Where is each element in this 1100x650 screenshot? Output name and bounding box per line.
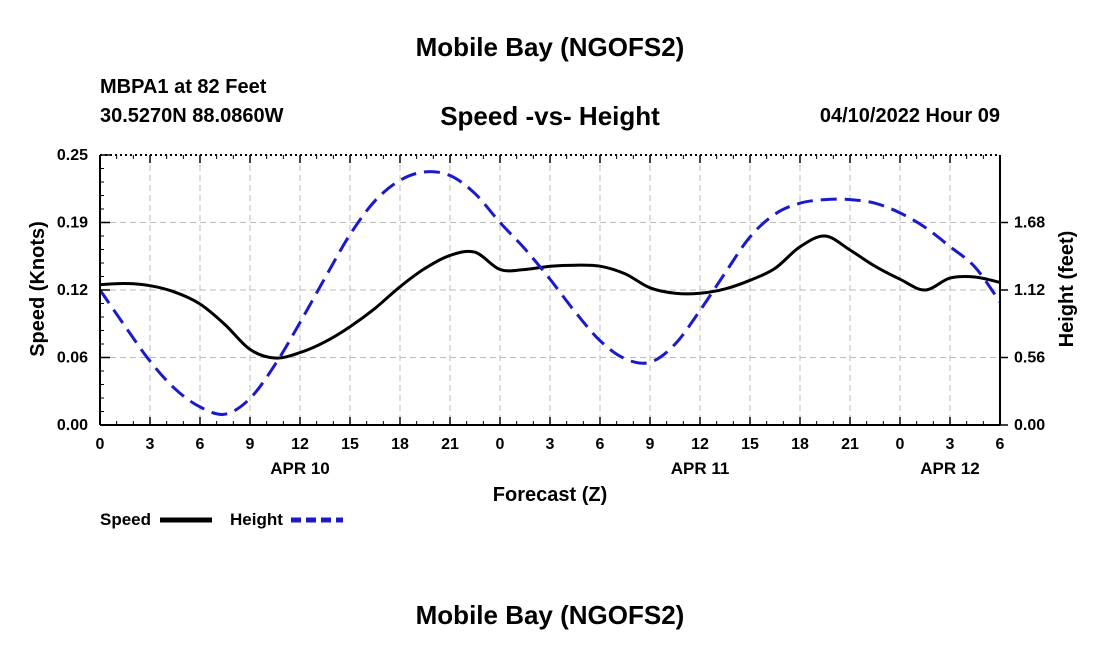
y-tick-label-right: 1.12 <box>1014 282 1045 299</box>
x-tick-label: 3 <box>146 436 155 453</box>
x-tick-label: 6 <box>996 436 1005 453</box>
x-tick-label: 21 <box>441 436 459 453</box>
y-tick-label-left: 0.12 <box>57 282 88 299</box>
x-tick-label: 0 <box>896 436 905 453</box>
x-date-label: APR 12 <box>920 459 980 478</box>
x-tick-label: 9 <box>646 436 655 453</box>
y-tick-label-left: 0.19 <box>57 215 88 232</box>
x-tick-label: 3 <box>546 436 555 453</box>
y-tick-label-right: 0.56 <box>1014 350 1045 367</box>
x-axis-label: Forecast (Z) <box>493 484 607 506</box>
y-tick-label-left: 0.00 <box>57 417 88 434</box>
legend: Speed Height <box>100 510 343 529</box>
legend-label-speed: Speed <box>100 510 151 529</box>
x-tick-label: 12 <box>691 436 709 453</box>
y-tick-label-right: 1.68 <box>1014 215 1045 232</box>
chart-title: Mobile Bay (NGOFS2) <box>415 32 685 62</box>
x-date-label: APR 10 <box>270 459 330 478</box>
y-axis-label-left: Speed (Knots) <box>27 221 49 357</box>
y-axis-label-right: Height (feet) <box>1056 231 1078 348</box>
plot-frame <box>99 154 1008 426</box>
footer-title: Mobile Bay (NGOFS2) <box>415 600 685 630</box>
y-tick-label-left: 0.06 <box>57 350 88 367</box>
axis-label-layer: 0 3 6 9 12 15 18 21 0 3 6 9 12 15 18 21 0 3 6 APR 10 APR 11 A… <box>57 147 1045 478</box>
x-tick-label: 3 <box>946 436 955 453</box>
x-date-label: APR 11 <box>671 459 730 478</box>
x-tick-label: 15 <box>341 436 359 453</box>
series-line-height <box>98 170 1002 416</box>
speed-height-chart: 0 3 6 9 12 15 18 21 0 3 6 9 12 15 18 21 0 3 6 APR 10 APR 11 A… <box>27 147 1078 529</box>
x-tick-label: 0 <box>496 436 505 453</box>
station-label: MBPA1 at 82 Feet <box>100 76 267 98</box>
x-tick-label: 12 <box>291 436 309 453</box>
x-tick-label: 6 <box>596 436 605 453</box>
x-tick-label: 0 <box>96 436 105 453</box>
series-layer <box>98 170 1002 416</box>
x-tick-label: 18 <box>791 436 809 453</box>
x-tick-label: 18 <box>391 436 409 453</box>
y-tick-label-right: 0.00 <box>1014 417 1045 434</box>
x-tick-label: 6 <box>196 436 205 453</box>
x-tick-label: 21 <box>841 436 859 453</box>
y-tick-label-left: 0.25 <box>57 147 88 164</box>
x-tick-label: 15 <box>741 436 759 453</box>
series-line-speed <box>99 234 1001 360</box>
forecast-datestamp: 04/10/2022 Hour 09 <box>819 105 1000 127</box>
chart-subtitle: Speed -vs- Height <box>440 101 660 131</box>
x-tick-label: 9 <box>246 436 255 453</box>
grid-layer <box>100 155 1000 426</box>
station-coordinates: 30.5270N 88.0860W <box>100 105 284 127</box>
legend-label-height: Height <box>230 510 283 529</box>
